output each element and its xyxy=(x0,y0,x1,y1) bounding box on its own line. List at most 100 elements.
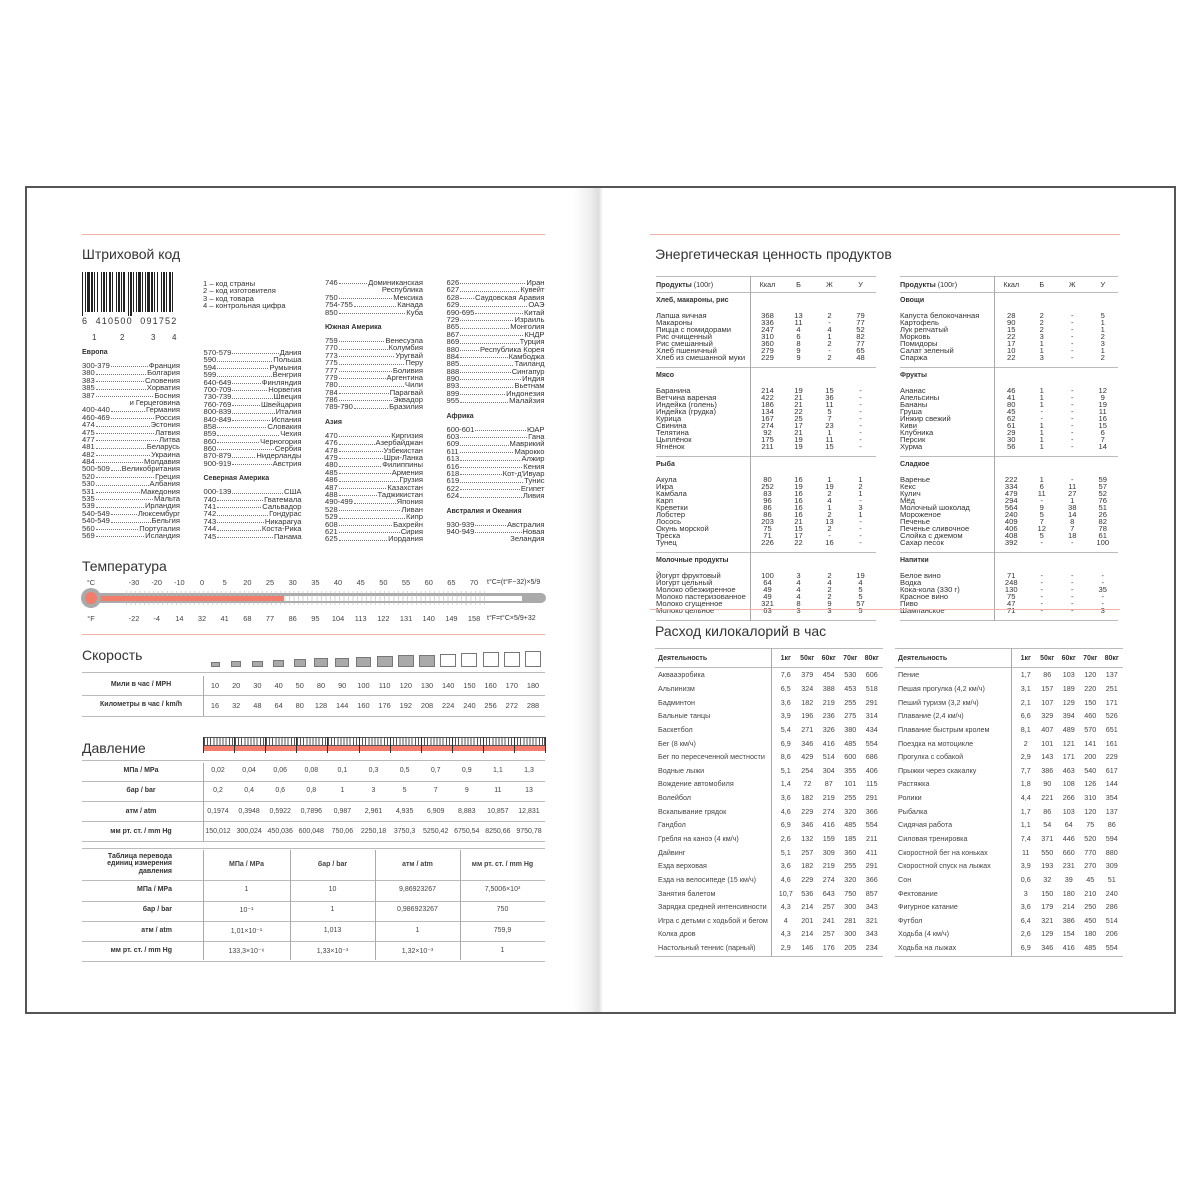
barcode-title: Штриховой код xyxy=(82,246,181,262)
dot-leader xyxy=(475,528,522,534)
kcal-value: 386 xyxy=(1041,765,1054,775)
nutrient-value: 28 xyxy=(1007,311,1016,320)
dot-leader xyxy=(217,525,261,531)
header-cell: У xyxy=(1100,280,1106,289)
country-entry: 890 Индия xyxy=(447,375,545,383)
calories-row: Настольный теннис (парный) 2,9 146 176 205 23… xyxy=(655,941,883,955)
header-products-bold: Продукты xyxy=(900,280,936,289)
nutrient-value: 92 xyxy=(763,428,772,437)
nutrient-value: 52 xyxy=(856,325,865,334)
country-code: 619 xyxy=(446,476,460,486)
kcal-value: 514 xyxy=(822,752,835,762)
conversion-row-label: бар / bar xyxy=(142,906,172,914)
energy-row: Персик 30 1 - 7 xyxy=(900,436,1118,444)
kcal-value: 286 xyxy=(1105,902,1118,912)
country-code: 629 xyxy=(446,300,460,310)
nutrient-value: 1 xyxy=(1039,428,1044,437)
header-cell: Б xyxy=(796,280,801,289)
barcode-bar xyxy=(82,272,83,316)
kcal-value: 144 xyxy=(1105,779,1118,789)
kcal-value: 221 xyxy=(1041,793,1054,803)
country-name: Гондурас xyxy=(269,509,302,519)
nutrient-value: 409 xyxy=(1004,517,1018,526)
nutrient-value: 47 xyxy=(1007,599,1016,608)
kcal-value: 594 xyxy=(1105,834,1118,843)
country-code: 773 xyxy=(325,350,338,360)
nutrient-value: 11 xyxy=(1098,407,1107,416)
country-entry: 627 Кувейт xyxy=(447,286,545,294)
dot-leader xyxy=(460,368,511,374)
country-name: Кипр xyxy=(405,512,423,522)
product-name: Хлеб из смешанной муки xyxy=(656,353,746,362)
kcal-value: 231 xyxy=(1062,861,1075,871)
row-line xyxy=(82,961,545,962)
pressure-major-tick xyxy=(265,737,267,753)
pressure-major-tick xyxy=(234,737,236,753)
activity-name: Фигурное катание xyxy=(898,902,958,912)
barcode-bar xyxy=(118,272,120,312)
country-name: Сальвадор xyxy=(262,502,302,512)
celsius-tick-label: 0 xyxy=(199,578,205,587)
calories-row: Ролики 4,4 221 266 310 354 xyxy=(895,791,1123,805)
kcal-value: 86 xyxy=(1107,820,1116,830)
nutrient-value: 9 xyxy=(796,346,801,355)
country-name: Камбоджа xyxy=(508,351,545,361)
kcal-value: 3,6 xyxy=(780,697,791,707)
conversion-value: 1,01×10⁻¹ xyxy=(230,927,263,935)
kcal-value: 304 xyxy=(822,765,835,775)
energy-header-row: Продукты (100г) Ккал Б Ж У xyxy=(900,276,1118,292)
header-unit: (100г) xyxy=(935,280,958,289)
conversion-value: 1 xyxy=(500,946,505,954)
country-entry: 474 Эстония xyxy=(82,421,180,429)
nutrient-value: 2 xyxy=(827,489,832,498)
nutrient-value: - xyxy=(859,442,862,451)
nutrient-value: 10 xyxy=(1007,346,1016,355)
fahrenheit-tick-label: 68 xyxy=(243,614,252,623)
kcal-value: 570 xyxy=(1084,724,1097,734)
country-code: 618 xyxy=(446,468,460,478)
country-name: Тунис xyxy=(524,476,545,486)
nutrient-value: 2 xyxy=(827,585,832,594)
calories-row: Дайвинг 5,1 257 309 360 411 xyxy=(655,845,883,859)
nutrient-value: 61 xyxy=(1007,421,1016,430)
kcal-value: 39 xyxy=(1064,874,1073,884)
kcal-value: 6,5 xyxy=(780,683,791,693)
country-code: 594 xyxy=(203,362,217,372)
barcode-group-number: 3 xyxy=(151,333,156,342)
nutrient-value: 79 xyxy=(856,311,865,320)
nutrient-value: - xyxy=(859,400,862,409)
nutrient-value: 36 xyxy=(825,393,834,402)
activity-name: Скоростной спуск на лыжах xyxy=(898,861,991,871)
conversion-value: 1 xyxy=(244,886,249,893)
temperature-title: Температура xyxy=(82,558,167,574)
dot-leader xyxy=(217,423,267,429)
fahrenheit-tick-label: -22 xyxy=(128,614,140,623)
country-entry: 594 Румыния xyxy=(203,362,302,372)
country-entry: 779 Аргентина xyxy=(325,373,423,381)
country-name: Великобритания xyxy=(121,464,180,474)
mph-value: 160 xyxy=(484,681,497,690)
calories-row: Прогулка с собакой 2,9 143 171 200 229 xyxy=(895,750,1123,764)
dot-leader xyxy=(95,436,159,442)
column-divider xyxy=(203,763,204,841)
speed-square xyxy=(335,657,350,667)
country-code: 640-649 xyxy=(203,377,232,387)
country-name: Египет xyxy=(520,483,545,493)
kcal-value: 518 xyxy=(865,683,878,693)
energy-row: Ягнёнок 211 19 15 - xyxy=(656,442,876,451)
energy-row: Кока-кола (330 г) 130 - - 35 xyxy=(900,585,1118,594)
country-name: Ирландия xyxy=(144,501,180,511)
row-line xyxy=(82,941,545,942)
kcal-value: 219 xyxy=(822,793,835,803)
product-name: Треска xyxy=(656,531,681,540)
nutrient-value: 240 xyxy=(1004,510,1018,519)
nutrient-value: 1 xyxy=(827,332,832,341)
conversion-value: 1 xyxy=(415,926,420,934)
celsius-tick-label: 65 xyxy=(447,578,456,587)
pressure-ruler xyxy=(203,737,545,746)
nutrient-value: - xyxy=(1040,585,1044,594)
country-entry: 865 Монголия xyxy=(447,323,545,331)
kcal-value: 554 xyxy=(865,738,878,748)
nutrient-value: 408 xyxy=(1004,531,1018,540)
kcal-value: 205 xyxy=(844,943,857,953)
